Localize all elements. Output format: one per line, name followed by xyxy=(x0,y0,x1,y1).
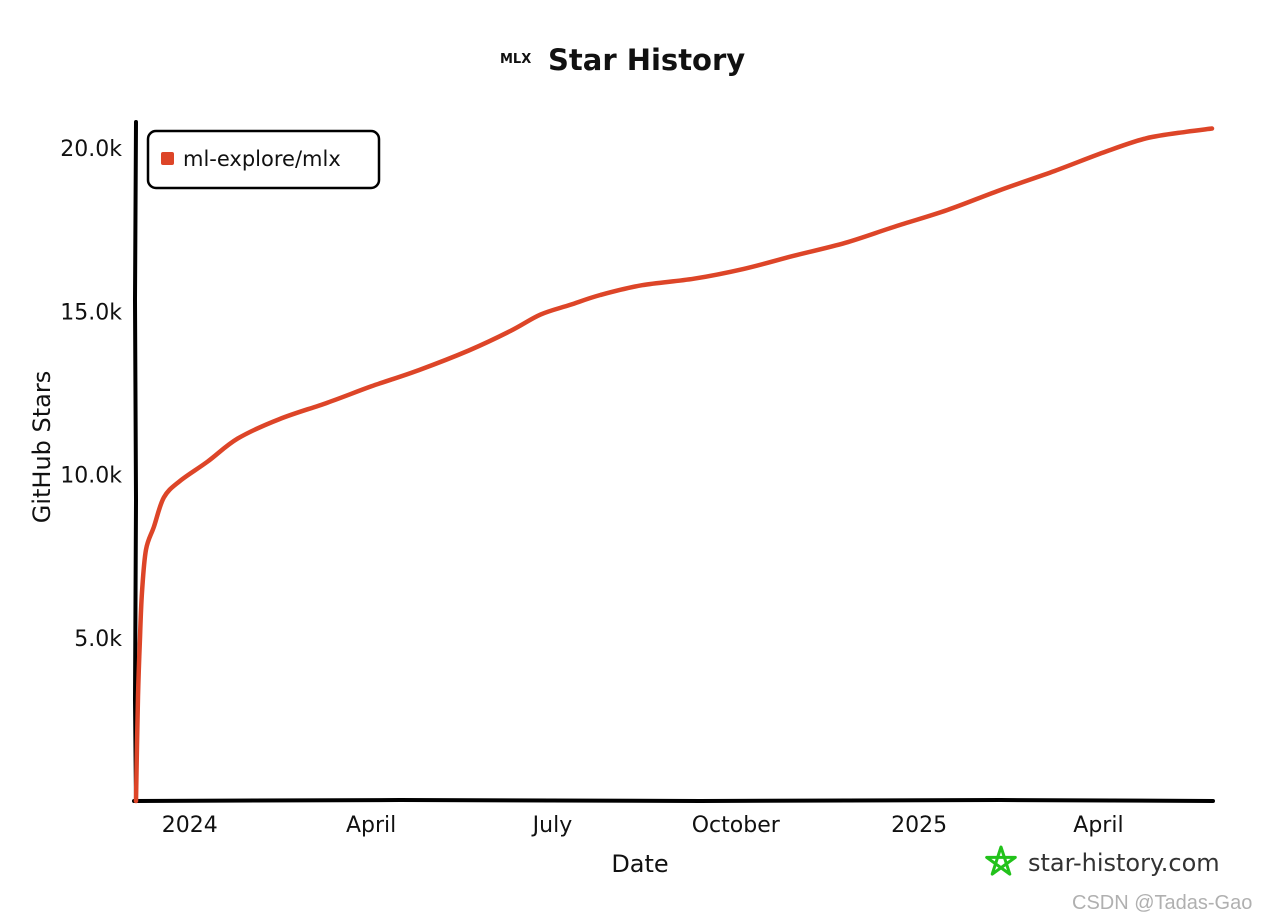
y-tick-label: 10.0k xyxy=(60,464,122,489)
y-tick-label: 5.0k xyxy=(74,627,122,652)
x-tick-label: April xyxy=(1073,813,1123,838)
x-axis-title: Date xyxy=(611,850,668,878)
legend-label: ml-explore/mlx xyxy=(183,147,341,171)
mlx-logo: MLX xyxy=(500,52,531,67)
star-icon xyxy=(985,845,1017,876)
series-line-ml-explore-mlx xyxy=(133,126,1215,804)
x-axis-line xyxy=(132,797,1215,804)
x-tick-labels: 2024 April July October 2025 April xyxy=(162,813,1124,838)
legend-box xyxy=(146,129,381,190)
x-tick-label: 2024 xyxy=(162,813,218,838)
brand-label[interactable]: star-history.com xyxy=(1028,849,1220,877)
y-tick-label: 15.0k xyxy=(60,300,122,325)
series-layer xyxy=(133,126,1215,804)
y-tick-labels: 5.0k 10.0k 15.0k 20.0k xyxy=(60,137,122,652)
legend-swatch xyxy=(161,152,174,165)
watermark: CSDN @Tadas-Gao xyxy=(1072,892,1252,914)
y-axis-title: GitHub Stars xyxy=(28,371,56,524)
chart-header: MLX Star History xyxy=(500,43,745,77)
star-history-brand[interactable]: star-history.com xyxy=(985,845,1220,877)
x-tick-label: April xyxy=(346,813,396,838)
y-tick-label: 20.0k xyxy=(60,137,122,162)
legend: ml-explore/mlx xyxy=(146,129,381,190)
x-tick-label: 2025 xyxy=(891,813,947,838)
x-tick-label: July xyxy=(531,813,573,838)
x-tick-label: October xyxy=(692,813,781,838)
chart-title: Star History xyxy=(548,43,745,77)
